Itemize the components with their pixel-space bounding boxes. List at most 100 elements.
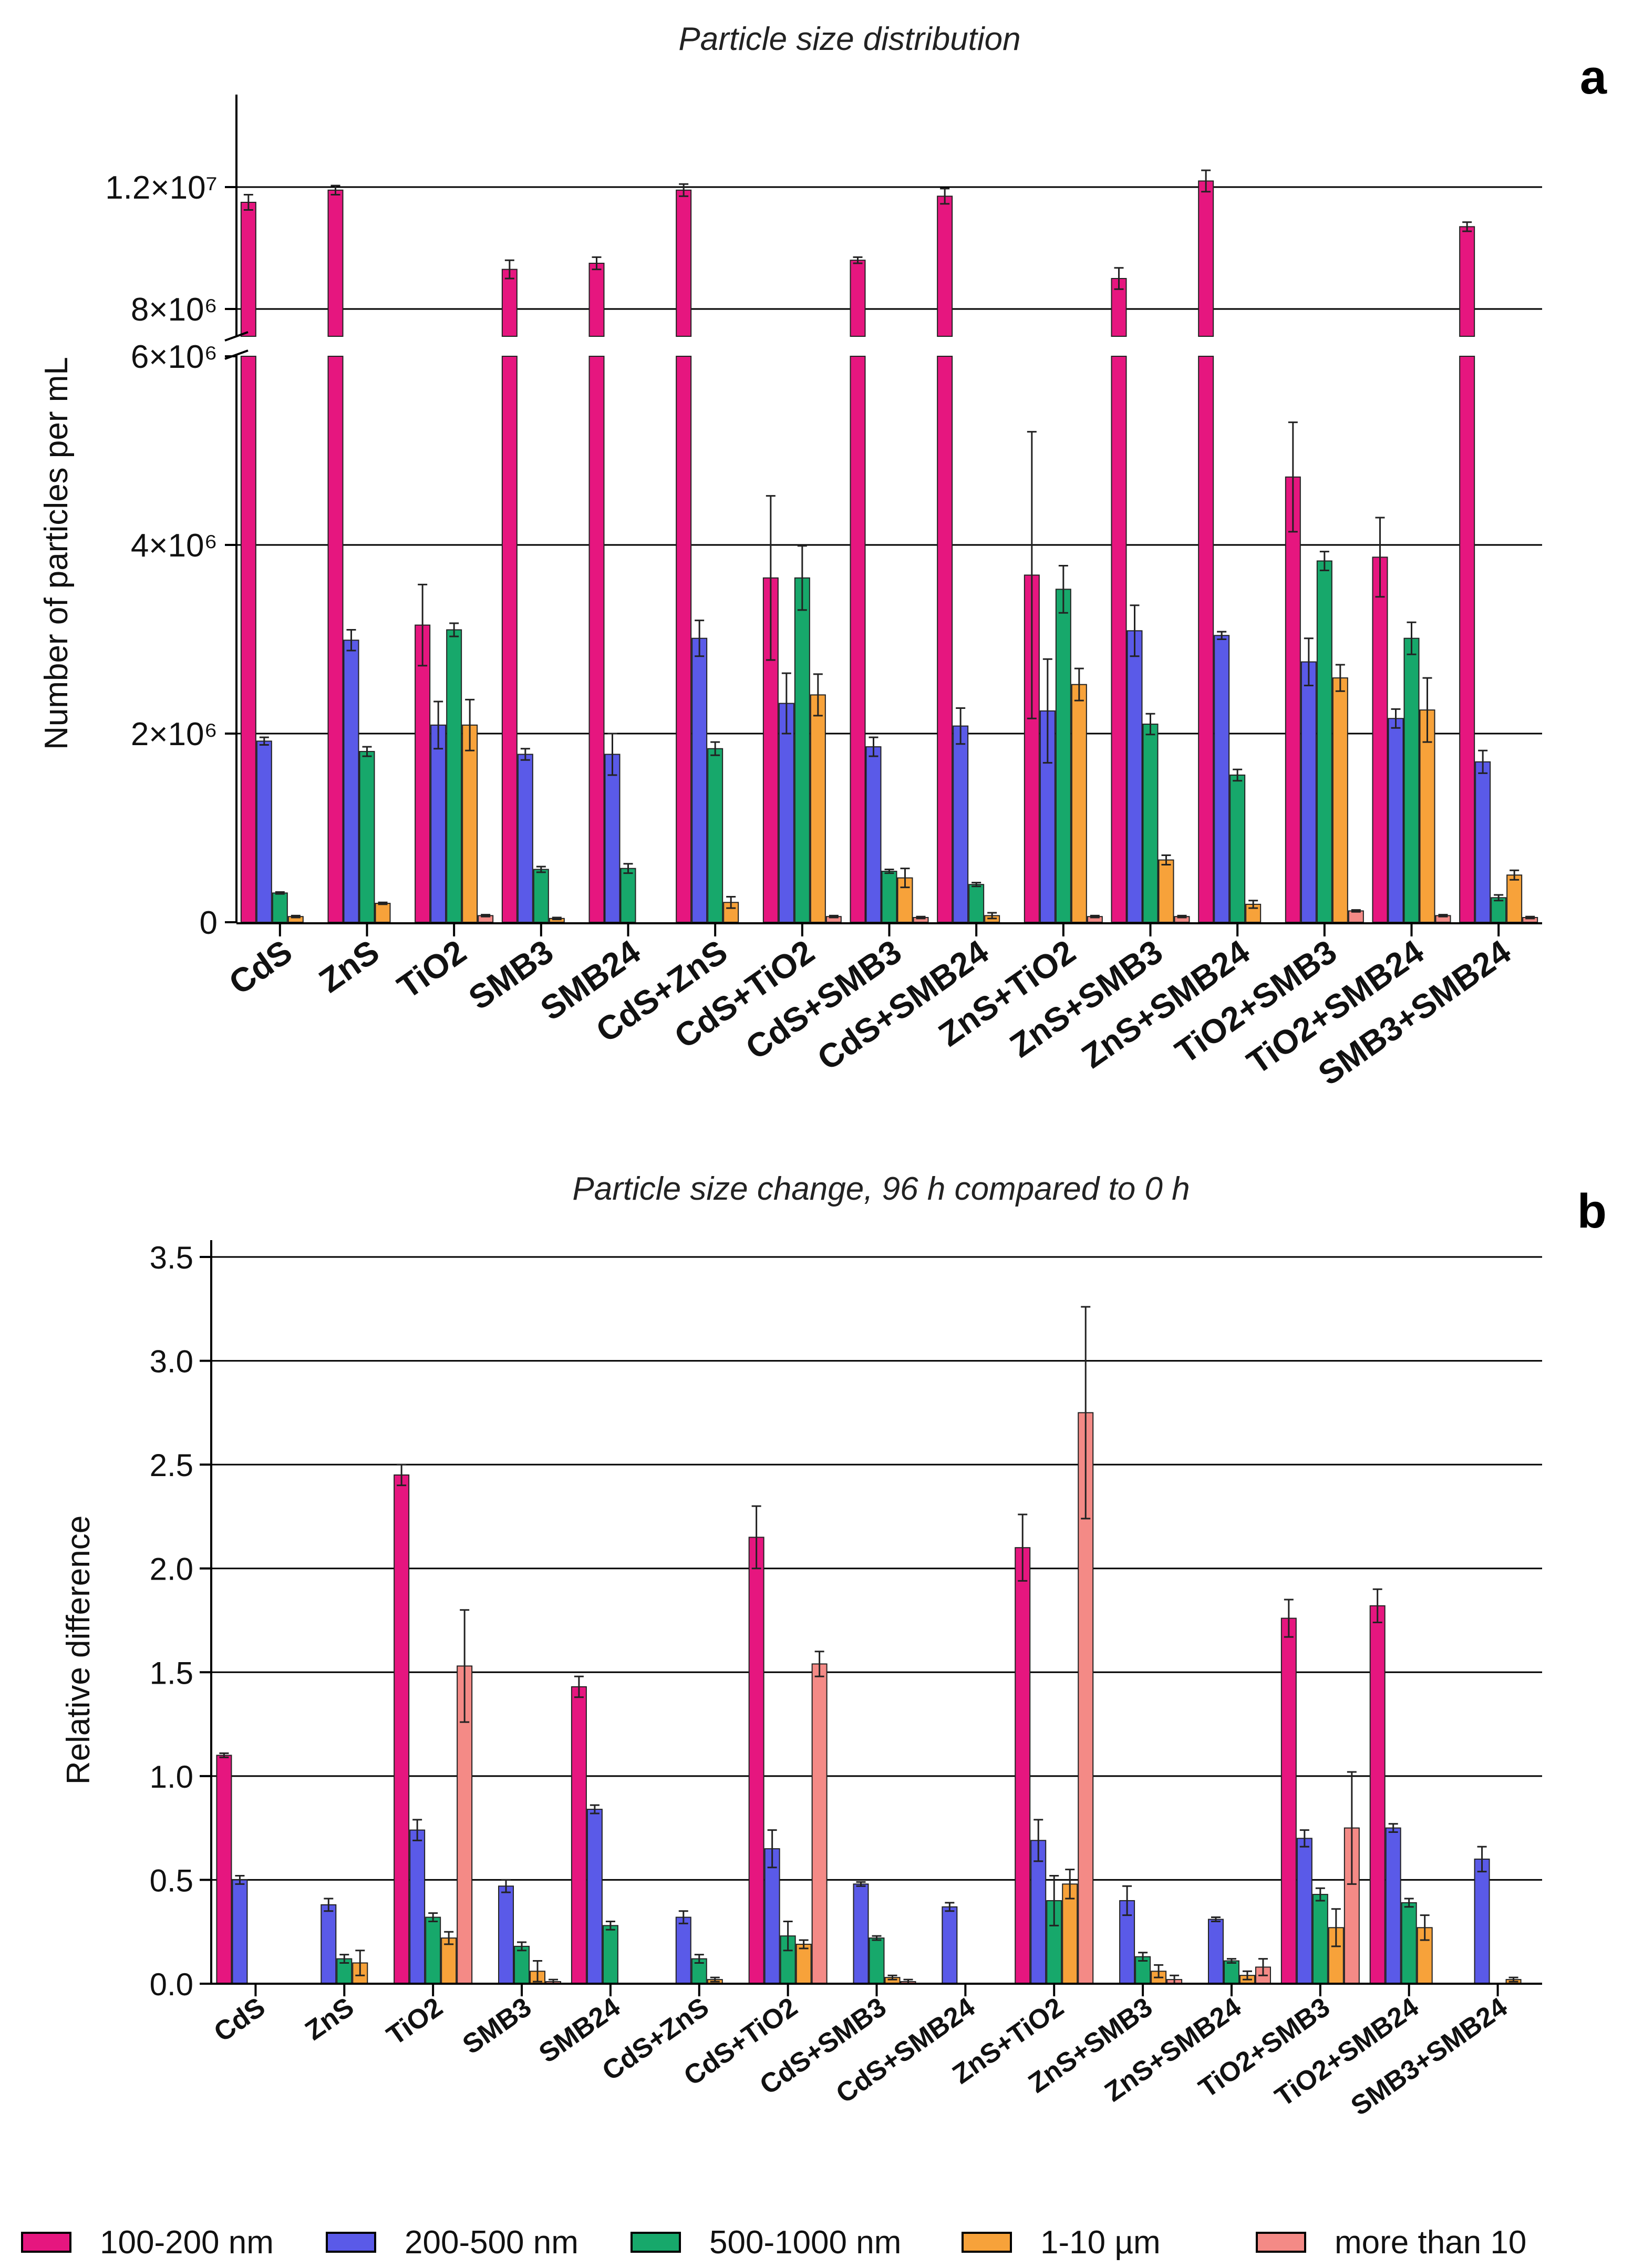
legend-swatch	[1256, 2232, 1306, 2253]
panel-b-ylabel: Relative difference	[60, 1516, 97, 1785]
bar-100-200-nm	[1015, 1547, 1031, 1984]
y-tick-label: 0.5	[150, 1863, 193, 1898]
bar-100-200	[676, 356, 692, 923]
bar-100-200	[1285, 476, 1301, 923]
bar-200-500-nm	[1214, 635, 1230, 923]
bar-200-500-nm	[764, 1848, 780, 1985]
bar-200-500-nm	[1207, 1919, 1224, 1984]
bar-500-1000-nm	[1229, 774, 1246, 923]
bar-200-500-nm	[256, 740, 272, 923]
panel-b-title: Particle size change, 96 h compared to 0…	[572, 1171, 1190, 1207]
panel-b: Particle size change, 96 h compared to 0…	[60, 1171, 1607, 2122]
bar-500-1000-nm	[707, 748, 724, 923]
bar-200-500-nm	[1475, 761, 1491, 923]
bar-200-500-nm	[586, 1809, 603, 1985]
bar-500-1000-nm	[425, 1916, 441, 1984]
bar-500-1000-nm	[533, 869, 549, 923]
bar-500-1000-nm	[1312, 1894, 1328, 1985]
bar-200-500-nm	[691, 637, 708, 923]
bar-100-200-nm	[1280, 1617, 1297, 1984]
bar-100-200-upper	[937, 195, 953, 337]
bar-100-200-upper	[501, 269, 518, 337]
bar-1-10-m	[1245, 903, 1262, 923]
bar-100-200	[501, 356, 518, 923]
x-tick-label: CdS	[209, 1992, 271, 2048]
y-tick-label: 2.0	[150, 1552, 193, 1587]
legend-item-200-500: 200-500 nm	[326, 2217, 578, 2268]
bar-500-1000-nm	[514, 1945, 530, 1984]
bar-200-500-nm	[321, 1904, 337, 1984]
legend-label: more than 10	[1335, 2224, 1527, 2261]
bar-100-200-nm	[748, 1537, 764, 1984]
bar-200-500-nm	[778, 703, 794, 923]
bar-500-1000-nm	[881, 871, 897, 923]
bar-more-than-10	[811, 1663, 828, 1984]
panel-a-ylabel: Number of particles per mL	[38, 357, 75, 750]
panel-b-gridlines	[211, 1256, 1542, 1881]
bar-500-1000-nm	[1223, 1960, 1239, 1984]
bar-200-500-nm	[1474, 1858, 1490, 1985]
bar-200-500-nm	[942, 1906, 958, 1984]
axis-break-mark	[224, 331, 249, 342]
bar-100-200	[850, 356, 866, 923]
bar-1-10-m	[1332, 677, 1348, 923]
bar-100-200-nm	[216, 1755, 232, 1984]
x-tick-label: SMB3	[457, 1992, 537, 2060]
bar-200-500-nm	[232, 1879, 248, 1984]
x-tick-label: ZnS	[312, 932, 386, 999]
panel-a-title: Particle size distribution	[678, 21, 1020, 57]
bar-200-500-nm	[409, 1829, 426, 1984]
y-tick-label: 2×10⁶	[131, 716, 218, 752]
x-tick-label: CdS	[222, 932, 299, 1002]
bar-100-200	[1459, 356, 1475, 923]
bar-1-10-m	[375, 903, 391, 923]
x-tick-label: SMB3+SMB24	[1346, 1992, 1513, 2121]
panel-a: Particle size distribution a 0 2×10⁶ 4×10⁶…	[38, 21, 1607, 1092]
bar-100-200	[588, 356, 605, 923]
bar-1-10-m	[795, 1943, 812, 1984]
bar-100-200	[1111, 356, 1127, 923]
bar-100-200-upper	[588, 263, 605, 337]
legend-swatch	[326, 2232, 376, 2253]
y-tick-label: 1.5	[150, 1655, 193, 1690]
panel-a-gridlines	[236, 186, 1542, 735]
legend-item-500-1000: 500-1000 nm	[631, 2217, 901, 2268]
legend-swatch	[962, 2232, 1012, 2253]
x-tick-label: ZnS	[299, 1992, 359, 2046]
y-tick-label: 0.0	[150, 1967, 193, 2002]
bar-500-1000-nm	[1316, 560, 1332, 923]
y-tick-label: 0	[200, 905, 218, 941]
bar-1-10-m	[1506, 874, 1523, 923]
bar-500-1000-nm	[1401, 1902, 1417, 1984]
bar-100-200-upper	[240, 202, 256, 337]
bar-100-200-upper	[1459, 226, 1475, 337]
bar-500-1000-nm	[359, 751, 375, 923]
legend-swatch	[21, 2232, 71, 2253]
bar-200-500-nm	[430, 724, 447, 923]
bar-200-500-nm	[1300, 661, 1317, 923]
axis-break-mark	[224, 349, 249, 360]
y-tick-label: 1.2×10⁷	[105, 170, 218, 206]
bar-500-1000-nm	[1142, 724, 1159, 923]
legend-label: 1-10 µm	[1040, 2224, 1161, 2261]
bar-500-1000-nm	[446, 629, 462, 923]
bar-200-500-nm	[1388, 718, 1404, 923]
panel-a-bars	[240, 169, 1538, 923]
bar-100-200	[1198, 356, 1214, 923]
bar-100-200	[327, 356, 344, 923]
figure: Particle size distribution a 0 2×10⁶ 4×10⁶…	[38, 21, 1607, 2122]
panel-b-x-ticks: CdS ZnS TiO2 SMB3SMB24CdS+ZnSCdS+TiO2CdS+SM…	[209, 1984, 1513, 2122]
bar-500-1000-nm	[1491, 897, 1507, 923]
bar-100-200-nm	[394, 1474, 410, 1984]
legend-item-more-than-10: more than 10	[1256, 2217, 1526, 2268]
bar-1-10-m	[462, 724, 478, 923]
bar-1-10-m	[810, 694, 826, 923]
bar-100-200	[240, 356, 256, 923]
legend-label: 100-200 nm	[100, 2224, 274, 2261]
y-tick-label: 3.5	[150, 1240, 193, 1275]
panel-a-x-ticks: CdS ZnS TiO2SMB3SMB24CdS+ZnSCdS+TiO2CdS+SM…	[222, 923, 1518, 1092]
panel-b-axes: 0.0 0.5 1.0 1.5 2.0 2.5 3.0 3.5	[150, 1240, 1542, 2002]
x-tick-label: TiO2	[390, 932, 473, 1006]
legend-label: 200-500 nm	[405, 2224, 578, 2261]
bar-1-10-m	[1071, 684, 1087, 923]
